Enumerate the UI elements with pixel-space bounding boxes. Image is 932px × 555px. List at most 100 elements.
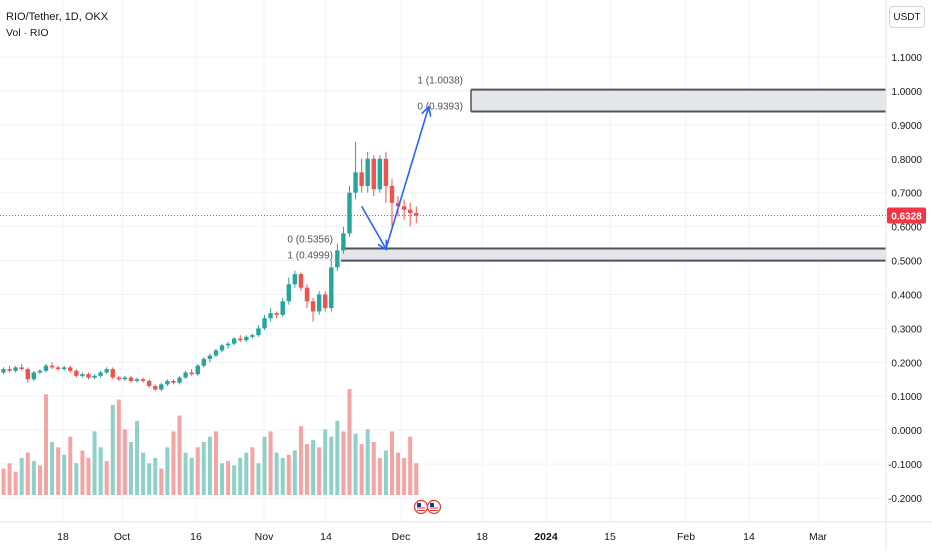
- candle-body: [268, 313, 273, 319]
- candle-body: [146, 380, 152, 387]
- last-price-label: 0.6328: [891, 211, 922, 222]
- volume-bar: [177, 415, 182, 495]
- candle-body: [195, 365, 200, 375]
- candle-body: [335, 250, 340, 268]
- candle-body: [286, 284, 291, 302]
- volume-bar: [213, 431, 218, 495]
- volume-bar: [7, 463, 12, 495]
- volume-bar: [74, 463, 79, 495]
- candle-body: [250, 335, 255, 337]
- volume-bar: [153, 457, 158, 495]
- candle-body: [37, 370, 43, 373]
- candle-body: [55, 367, 61, 370]
- candle-body: [359, 172, 364, 186]
- volume-bar: [141, 452, 146, 495]
- x-tick-label: Oct: [114, 531, 130, 543]
- x-tick-label: Feb: [677, 531, 695, 543]
- candle-layer: [0, 141, 886, 392]
- candle-body: [401, 206, 407, 210]
- candle-body: [292, 274, 298, 285]
- y-tick-label: 0.2000: [891, 358, 922, 369]
- us-flag-event-icon-canton: [417, 503, 421, 507]
- arrow-layer: [360, 108, 429, 249]
- y-tick-label: 0.1000: [891, 392, 922, 403]
- volume-bar: [98, 447, 103, 495]
- candle-body: [231, 338, 237, 344]
- zone-label-bottom: 0 (0.9393): [417, 102, 463, 113]
- volume-bar: [122, 429, 127, 495]
- volume-bar: [329, 436, 334, 495]
- volume-bar: [19, 457, 24, 495]
- y-tick-label: 1.1000: [891, 53, 922, 64]
- candle-body: [104, 369, 109, 373]
- volume-bar: [359, 444, 364, 495]
- candle-body: [86, 374, 91, 378]
- volume-bar: [1, 468, 6, 495]
- candle-body: [219, 345, 225, 351]
- last-price-badge: [887, 207, 926, 224]
- volume-bar: [341, 431, 346, 495]
- volume-bar: [305, 444, 309, 495]
- candle-body: [407, 209, 413, 214]
- volume-bar: [347, 389, 352, 495]
- y-tick-label: 0.0000: [891, 426, 922, 437]
- volume-bar: [92, 431, 97, 495]
- candle-body: [365, 158, 370, 186]
- volume-bar: [232, 465, 237, 495]
- candle-body: [7, 369, 12, 371]
- candle-body: [92, 375, 97, 378]
- us-flag-event-icon-canton: [430, 503, 434, 507]
- volume-bar: [80, 450, 85, 495]
- candle-body: [371, 158, 376, 190]
- candle-body: [25, 369, 30, 380]
- candle-body: [256, 328, 261, 336]
- candle-body: [13, 367, 18, 371]
- candle-body: [68, 367, 73, 371]
- candle-body: [134, 379, 140, 381]
- candle-body: [389, 185, 395, 203]
- volume-layer: [1, 389, 419, 495]
- candle-body: [110, 369, 115, 378]
- candle-body: [1, 369, 6, 373]
- volume-bar: [50, 442, 55, 495]
- volume-bar: [377, 457, 382, 495]
- x-tick-label: 16: [190, 531, 202, 543]
- candle-body: [341, 233, 346, 251]
- volume-bar: [244, 452, 249, 495]
- volume-bar: [25, 452, 30, 495]
- candle-body: [280, 301, 285, 315]
- candle-body: [395, 202, 401, 207]
- volume-bar: [408, 436, 413, 495]
- candle-body: [159, 384, 164, 390]
- zone-rect: [471, 89, 886, 112]
- x-tick-label: 15: [604, 531, 616, 543]
- volume-bar: [220, 463, 225, 495]
- currency-button[interactable]: USDT: [889, 6, 925, 28]
- volume-bar: [189, 457, 194, 495]
- zone-layer: 1 (1.0038) 0 (0.9393) 0 (0.5356) 1 (0.4999): [287, 76, 886, 262]
- y-tick-label: 0.8000: [891, 155, 922, 166]
- candle-body: [19, 367, 24, 370]
- candle-body: [165, 380, 170, 385]
- candle-body: [262, 318, 267, 329]
- volume-bar: [226, 461, 231, 495]
- volume-bar: [365, 429, 370, 495]
- volume-bar: [335, 420, 340, 495]
- candle-body: [353, 172, 358, 193]
- volume-bar: [396, 452, 401, 495]
- volume-bar: [317, 447, 322, 495]
- y-tick-label: 1.0000: [891, 87, 922, 98]
- y-tick-label: 0.5000: [891, 257, 922, 268]
- candle-body: [225, 343, 231, 346]
- candle-body: [304, 287, 310, 302]
- volume-bar: [414, 463, 419, 495]
- volume-bar: [147, 463, 152, 495]
- candle-body: [171, 380, 176, 383]
- volume-bar: [298, 426, 303, 495]
- y-tick-label: 0.7000: [891, 189, 922, 200]
- volume-bar: [274, 452, 279, 495]
- candle-body: [298, 274, 304, 288]
